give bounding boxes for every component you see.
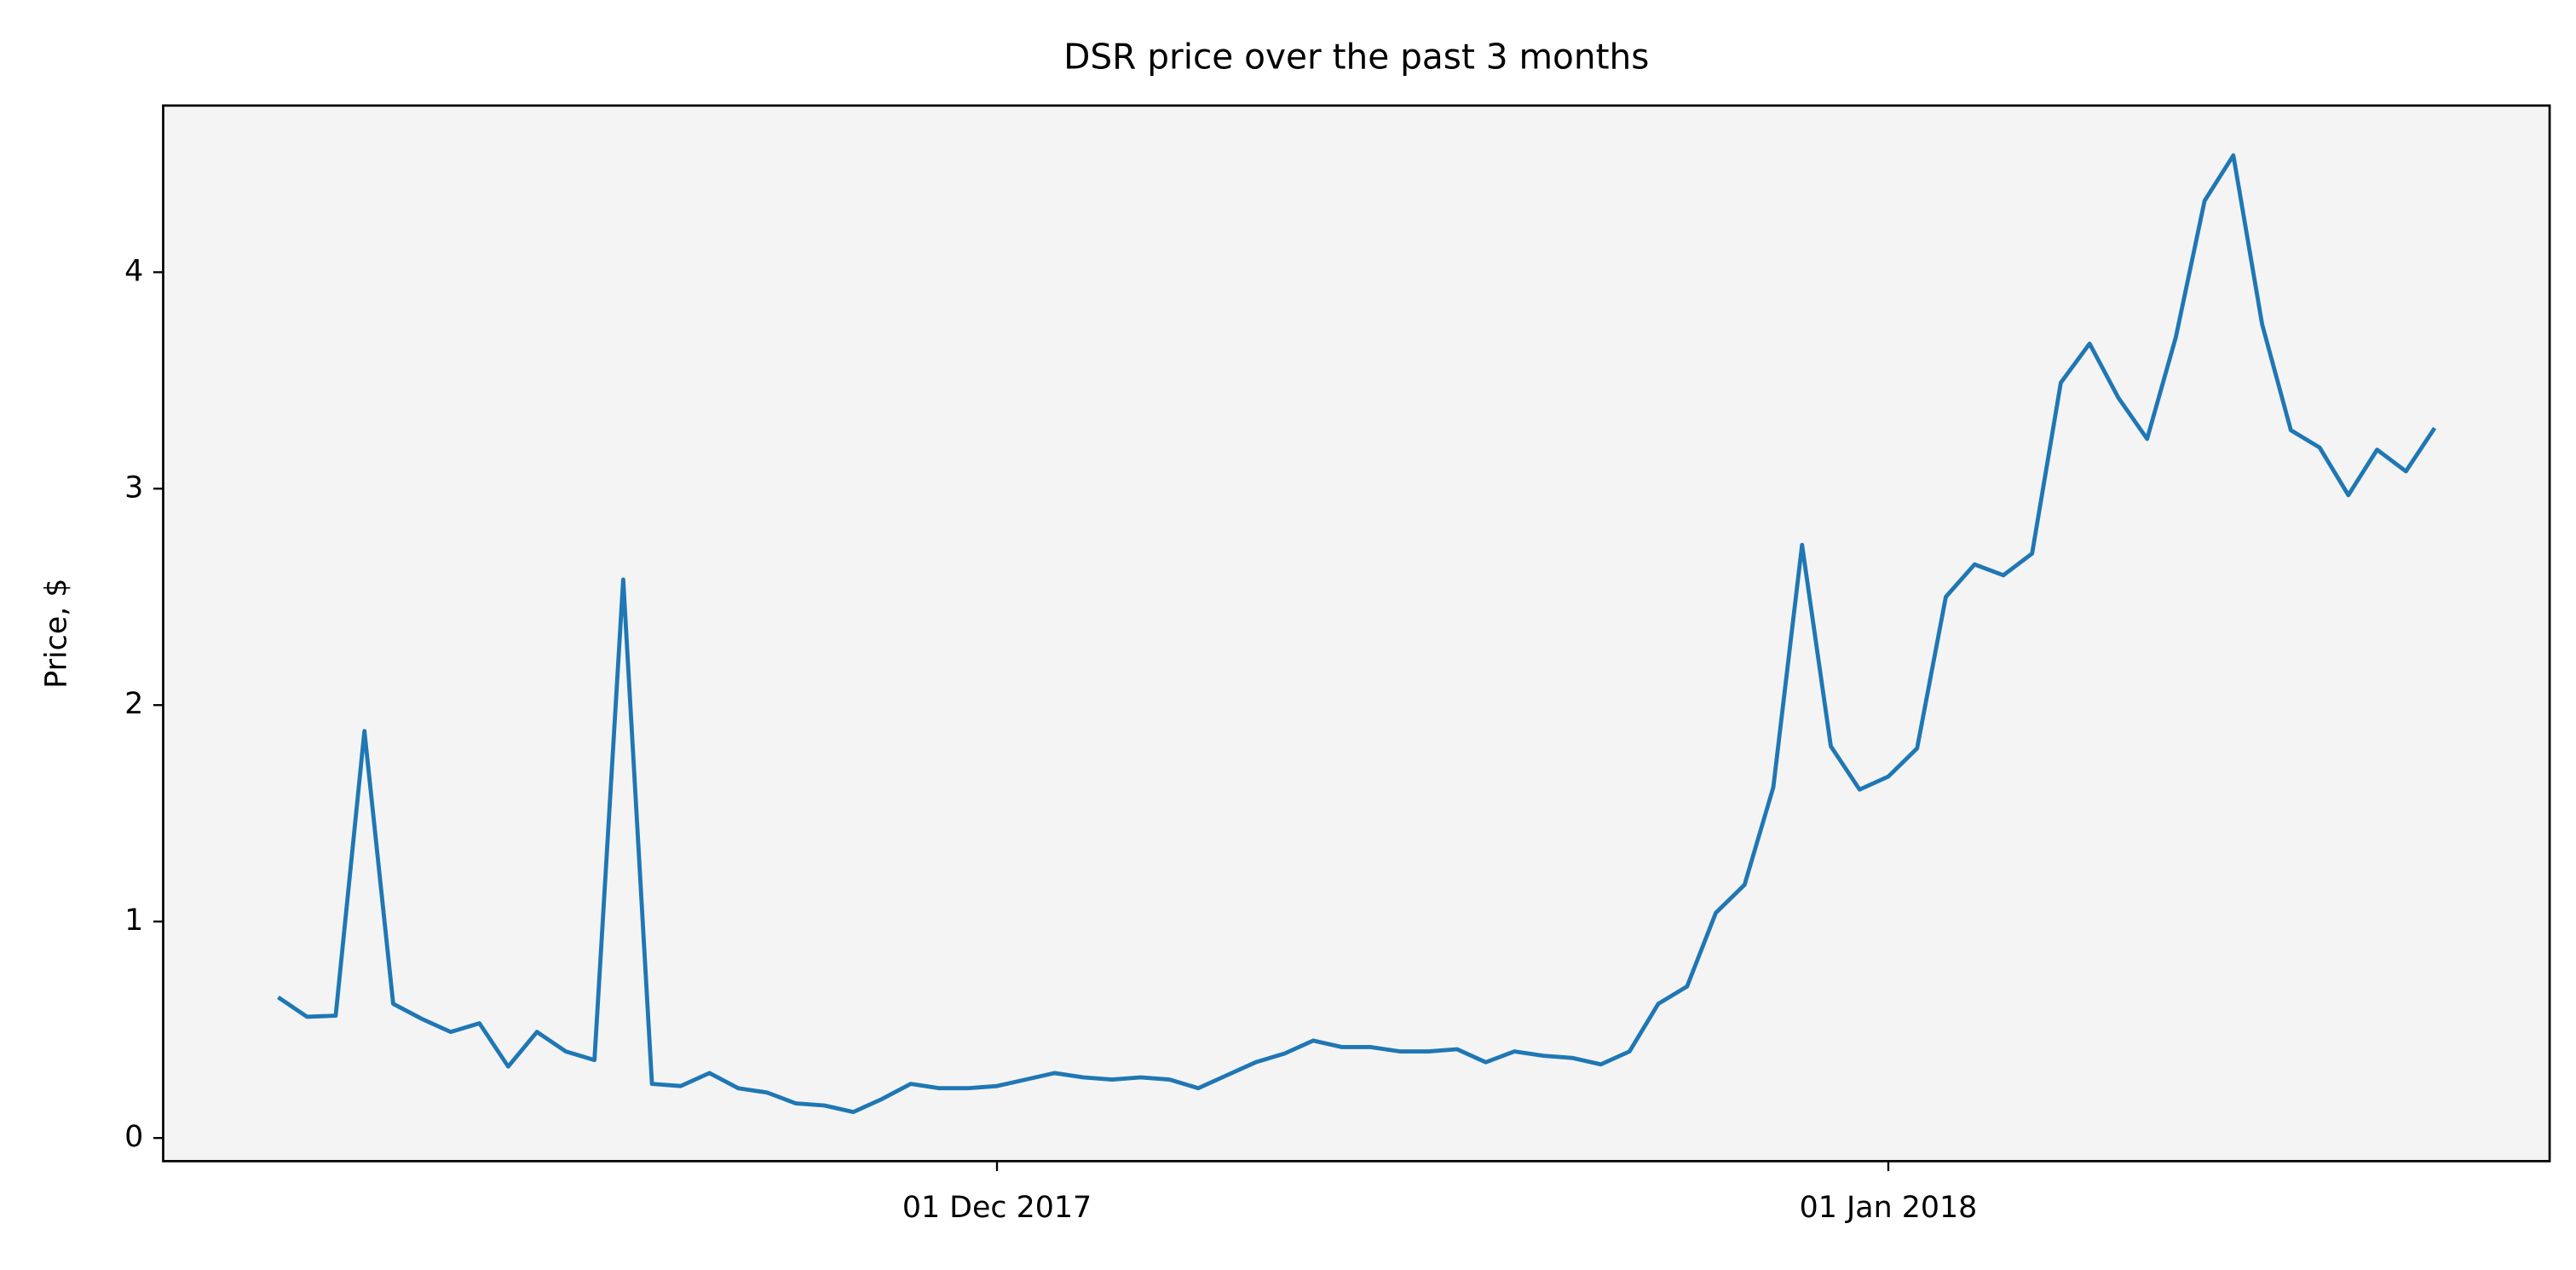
y-tick-label: 3 xyxy=(124,470,143,505)
y-tick-label: 2 xyxy=(124,687,143,721)
plot-frame xyxy=(162,104,2551,1163)
y-tick-label: 4 xyxy=(124,254,143,288)
plot-area xyxy=(163,105,2550,1162)
x-tick-label: 01 Dec 2017 xyxy=(902,1191,1092,1225)
y-axis-label: Price, $ xyxy=(40,578,74,688)
price-line xyxy=(277,153,2437,1115)
x-tick-label: 01 Jan 2018 xyxy=(1800,1191,1978,1225)
y-tick-label: 1 xyxy=(124,903,143,938)
chart-title: DSR price over the past 3 months xyxy=(1063,37,1649,78)
y-tick-label: 0 xyxy=(124,1120,143,1154)
